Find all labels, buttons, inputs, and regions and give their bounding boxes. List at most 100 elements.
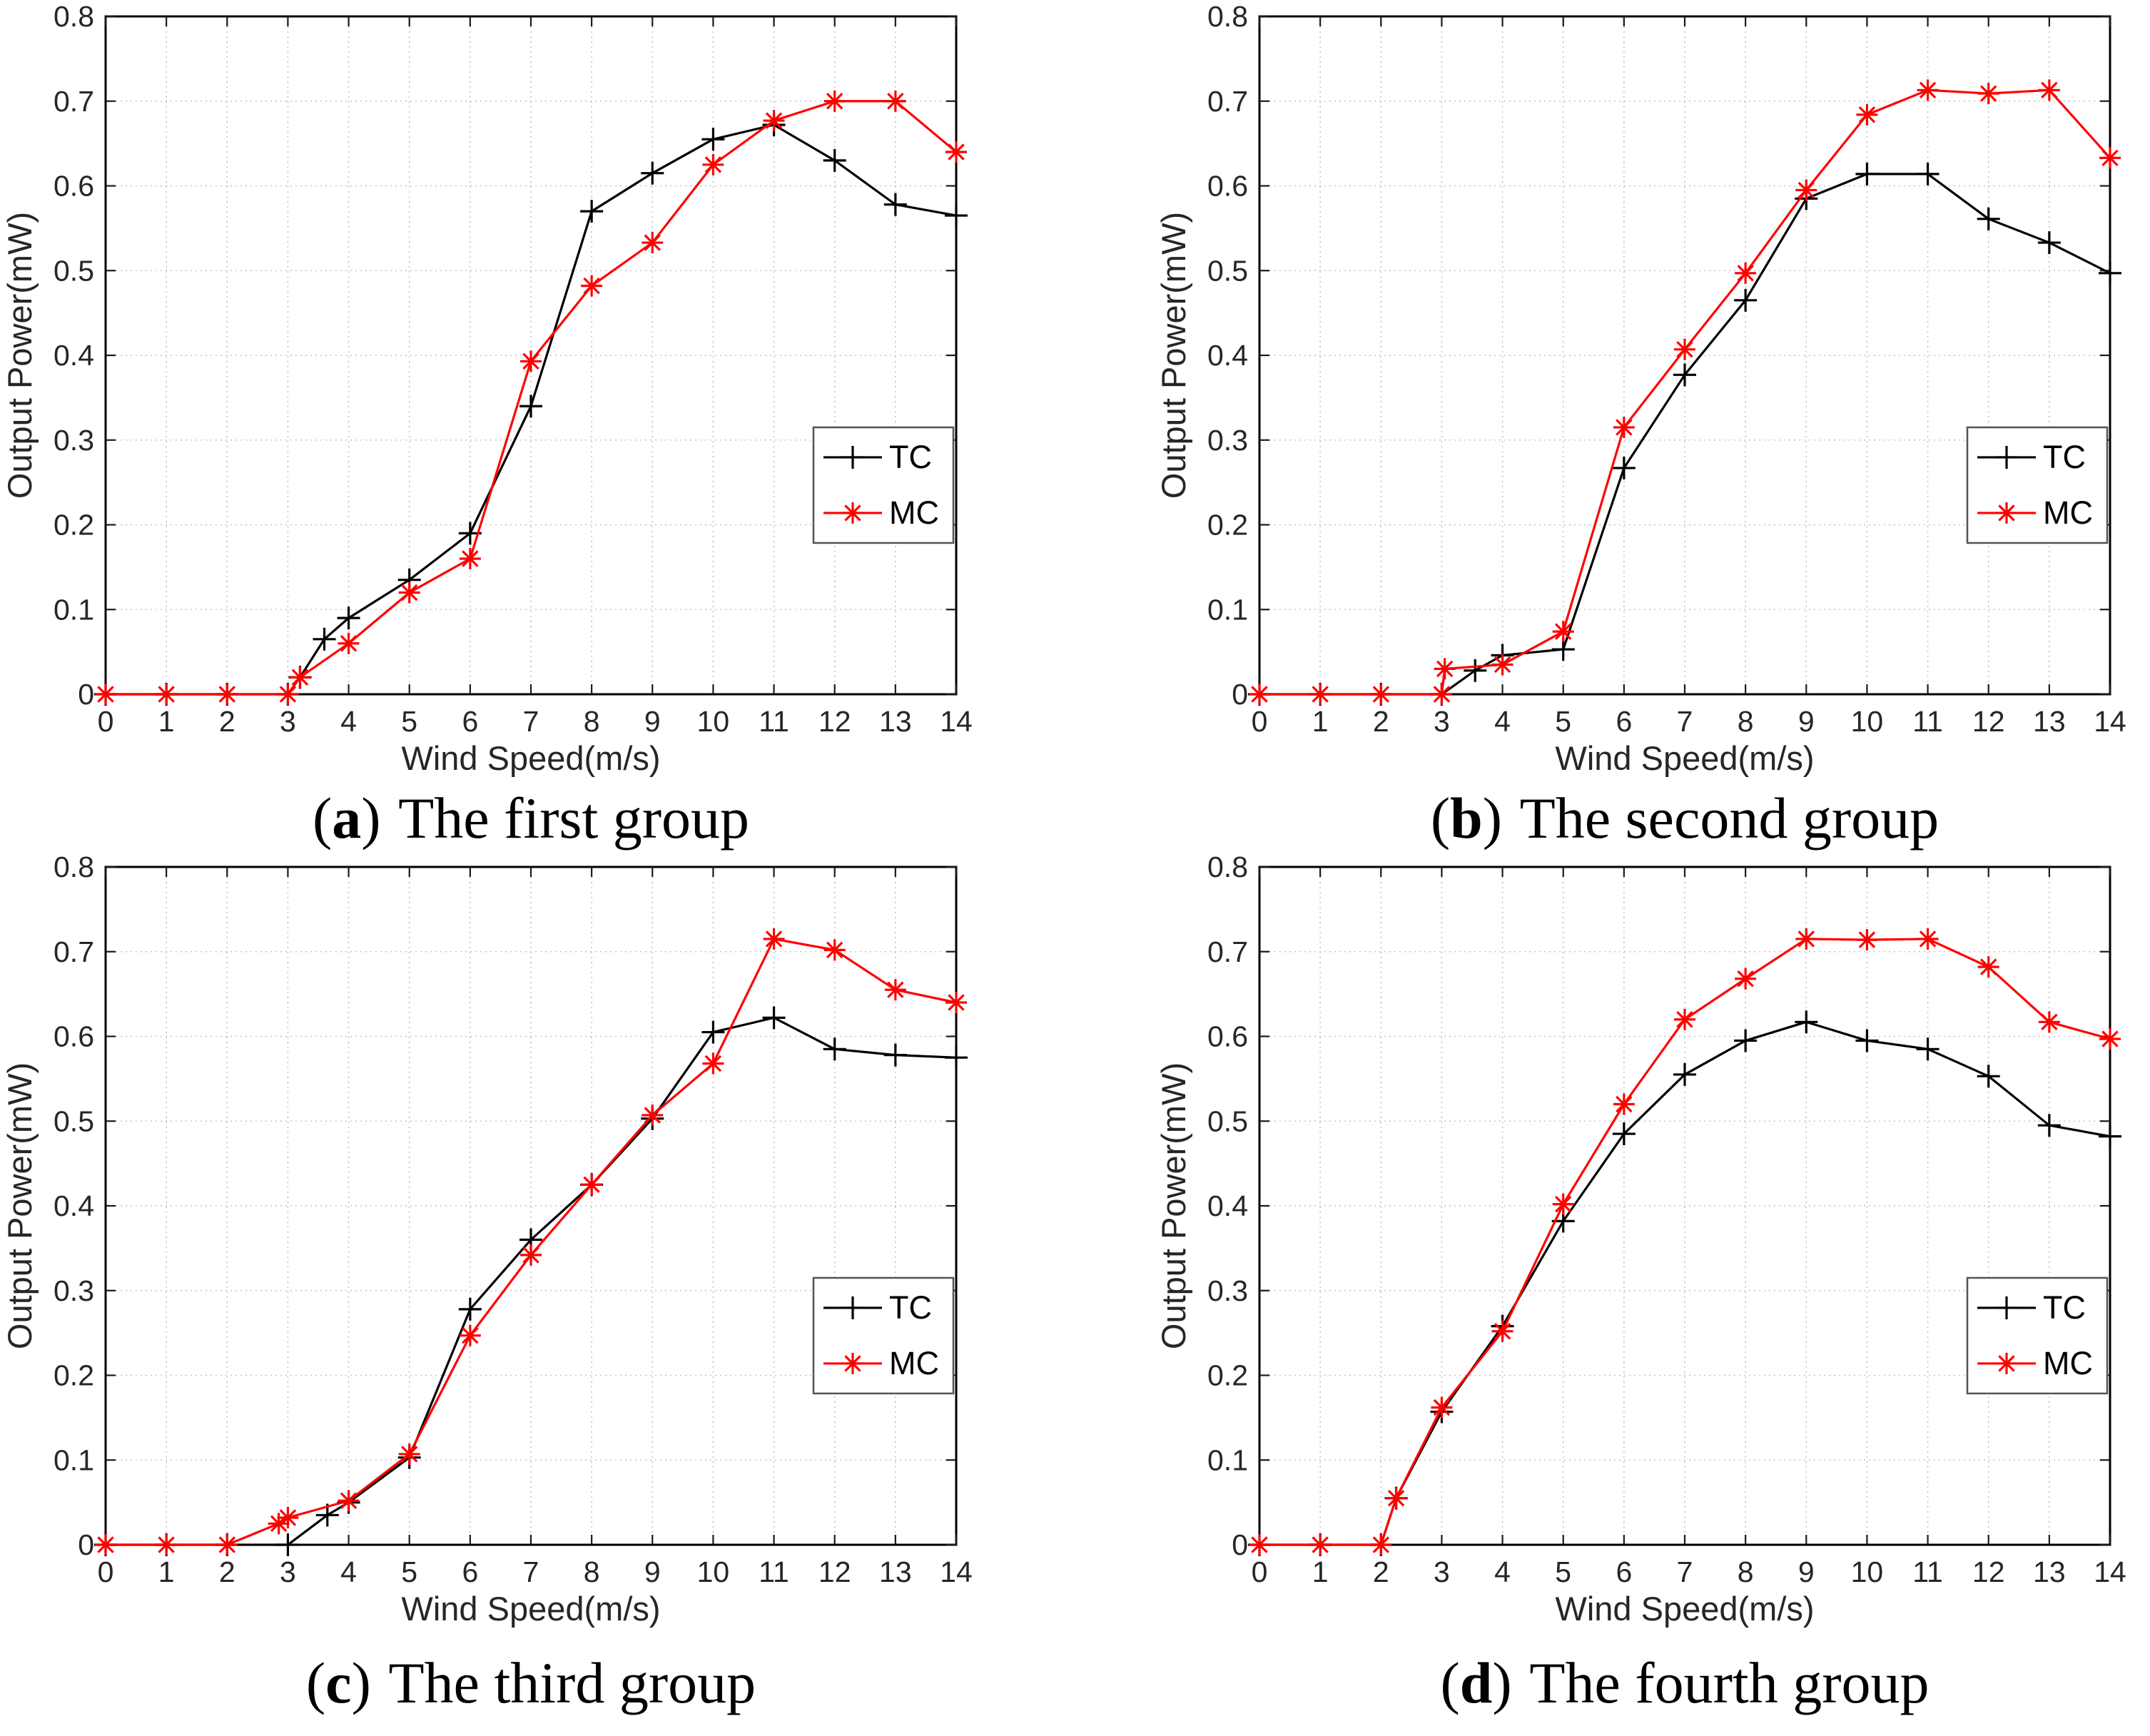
svg-text:0.1: 0.1 [1207,1443,1248,1476]
svg-text:4: 4 [340,1555,357,1588]
caption-c-close-paren: ) [351,1650,371,1715]
svg-text:2: 2 [219,1555,235,1588]
svg-text:10: 10 [697,705,730,738]
tick-labels-d: 0 1 2 3 4 5 6 7 8 9 10 11 12 13 1400.10.20.30.40.50.60… [1207,851,2126,1588]
chart-panel-b: 0 1 2 3 4 5 6 7 8 9 10 11 12 13 1400.10.20.30.40.50.60… [1155,0,2126,777]
axis-labels-c: Wind Speed(m/s) Output Power(mW) [1,1062,661,1628]
axis-labels-a: Wind Speed(m/s) Output Power(mW) [1,212,661,777]
svg-text:Output Power(mW): Output Power(mW) [1,1062,39,1349]
svg-text:0.8: 0.8 [54,0,94,33]
svg-text:0.6: 0.6 [54,170,94,203]
svg-text:4: 4 [340,705,357,738]
svg-text:11: 11 [1912,1555,1943,1588]
svg-text:0.4: 0.4 [1207,1189,1248,1222]
series-mc-c [95,928,967,1555]
svg-text:0: 0 [1252,1555,1268,1588]
svg-text:3: 3 [280,1555,296,1588]
svg-text:2: 2 [1373,1555,1389,1588]
caption-d: (d) The fourth group [1154,1650,2150,1715]
svg-text:10: 10 [697,1555,730,1588]
caption-d-close-paren: ) [1492,1650,1512,1715]
svg-text:8: 8 [1738,705,1754,738]
svg-text:0: 0 [78,678,94,711]
svg-text:13: 13 [879,705,912,738]
svg-text:0.4: 0.4 [54,339,94,372]
svg-text:0.6: 0.6 [1207,170,1248,203]
svg-text:0.2: 0.2 [1207,1359,1248,1392]
series-mc-d [1249,928,2121,1555]
svg-text:0.6: 0.6 [1207,1020,1248,1053]
caption-b: (b) The second group [1154,786,2150,851]
legend-a: TC MC [812,426,955,544]
caption-d-text: The fourth group [1529,1650,1930,1715]
tick-labels-b: 0 1 2 3 4 5 6 7 8 9 10 11 12 13 1400.10.20.30.40.50.60… [1207,0,2126,738]
svg-text:0.3: 0.3 [54,424,94,457]
caption-b-text: The second group [1519,786,1939,851]
svg-text:7: 7 [523,1555,539,1588]
svg-text:0.1: 0.1 [54,593,94,626]
svg-text:TC: TC [2043,439,2086,475]
svg-text:0.7: 0.7 [54,935,94,968]
svg-text:4: 4 [1494,1555,1511,1588]
svg-text:0.7: 0.7 [1207,935,1248,968]
svg-text:13: 13 [2033,1555,2066,1588]
svg-text:Output Power(mW): Output Power(mW) [1155,212,1192,499]
grid-b [1259,16,2110,694]
svg-text:TC: TC [2043,1289,2086,1326]
svg-text:MC: MC [2043,494,2093,531]
svg-text:14: 14 [940,1555,973,1588]
caption-b-letter: b [1450,786,1483,851]
caption-d-open-paren: ( [1440,1650,1460,1715]
svg-text:3: 3 [1434,1555,1450,1588]
svg-text:7: 7 [1677,705,1693,738]
caption-d-letter: d [1459,1650,1493,1715]
svg-text:TC: TC [889,439,932,475]
caption-a-text: The first group [398,786,750,851]
svg-text:10: 10 [1851,1555,1884,1588]
svg-text:7: 7 [1677,1555,1693,1588]
svg-text:1: 1 [158,705,175,738]
svg-text:9: 9 [644,705,661,738]
svg-text:8: 8 [584,705,600,738]
caption-b-open-paren: ( [1430,786,1451,851]
svg-text:2: 2 [219,705,235,738]
caption-a-close-paren: ) [361,786,381,851]
svg-text:4: 4 [1494,705,1511,738]
caption-a-letter: a [332,786,362,851]
legend-b: TC MC [1966,426,2109,544]
caption-c-letter: c [325,1650,352,1715]
grid-d [1259,867,2110,1545]
chart-panel-d: 0 1 2 3 4 5 6 7 8 9 10 11 12 13 1400.10.20.30.40.50.60… [1155,851,2126,1628]
svg-text:MC: MC [2043,1345,2093,1381]
grid-c [106,867,956,1545]
svg-text:10: 10 [1851,705,1884,738]
chart-panel-a: 0 1 2 3 4 5 6 7 8 9 10 11 12 13 1400.10.20.30.40.50.60… [1,0,973,777]
svg-text:5: 5 [1555,705,1571,738]
svg-text:0.3: 0.3 [54,1274,94,1307]
svg-text:0.5: 0.5 [54,1105,94,1137]
svg-text:0.5: 0.5 [1207,254,1248,287]
tick-marks-d [1258,866,2111,1546]
svg-text:0.3: 0.3 [1207,424,1248,457]
series-mc-b [1249,79,2121,705]
series-mc-a [95,90,967,705]
svg-text:0.2: 0.2 [54,509,94,542]
tick-marks-b [1258,15,2111,696]
axis-labels-d: Wind Speed(m/s) Output Power(mW) [1155,1062,1815,1628]
svg-text:0.1: 0.1 [54,1443,94,1476]
svg-text:9: 9 [1798,1555,1815,1588]
svg-text:Wind Speed(m/s): Wind Speed(m/s) [401,739,660,777]
svg-text:14: 14 [2094,1555,2126,1588]
svg-text:9: 9 [644,1555,661,1588]
caption-a: (a) The first group [0,786,1062,851]
svg-text:6: 6 [1616,1555,1632,1588]
svg-text:12: 12 [818,1555,851,1588]
svg-text:TC: TC [889,1289,932,1326]
svg-text:0.5: 0.5 [1207,1105,1248,1137]
caption-c-text: The third group [388,1650,756,1715]
svg-text:11: 11 [759,1555,789,1588]
svg-text:0.1: 0.1 [1207,593,1248,626]
svg-text:8: 8 [1738,1555,1754,1588]
legend-d: TC MC [1966,1276,2109,1395]
